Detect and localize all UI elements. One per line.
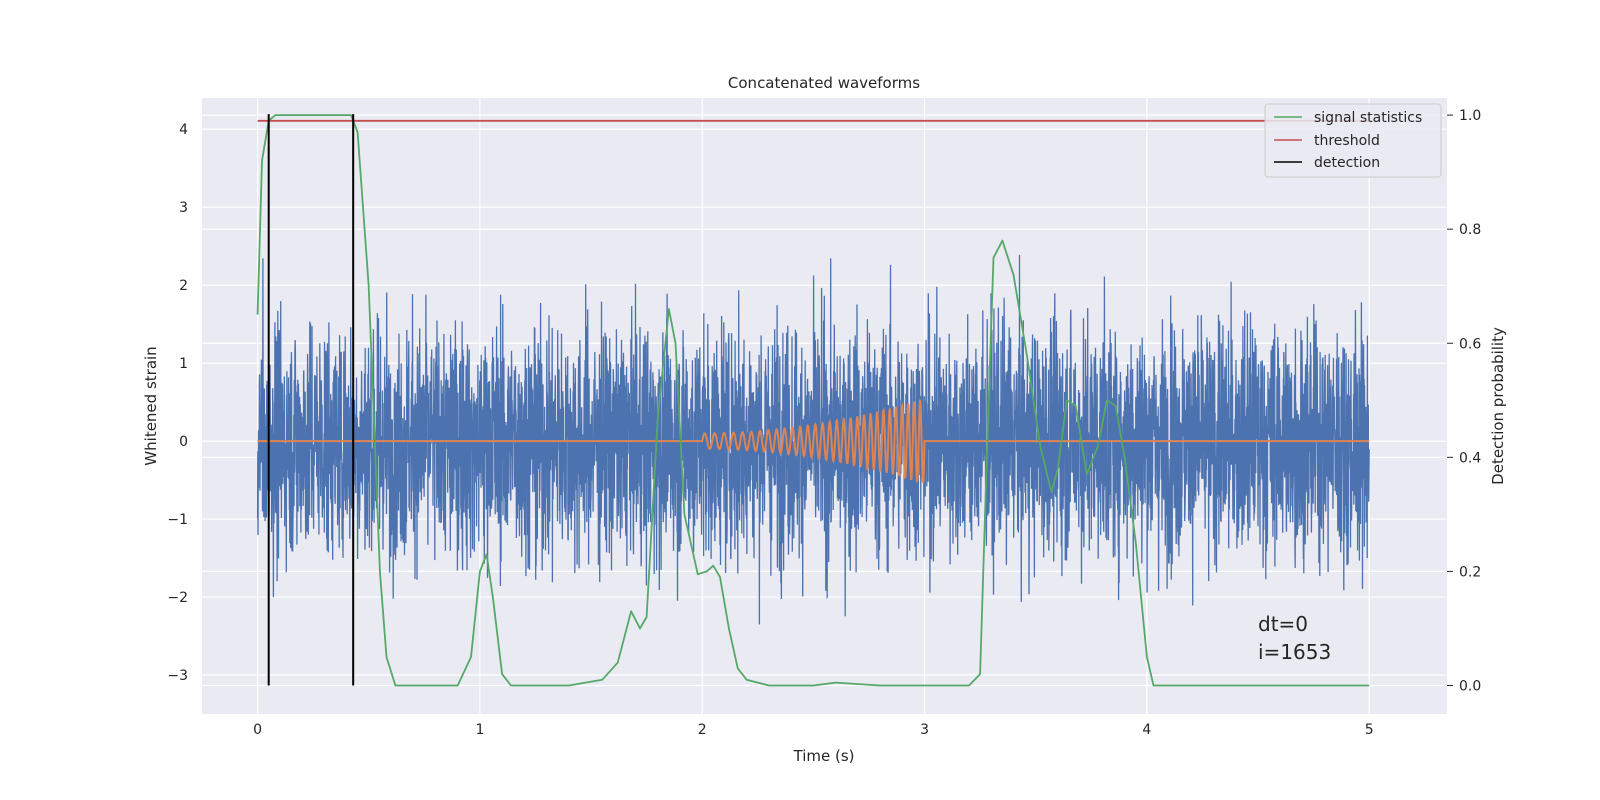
y-ticks: −3 −2 −1 0 1 2 3 4	[167, 122, 188, 684]
y-tick-label: 3	[179, 200, 188, 216]
y-tick-label: −2	[167, 590, 188, 606]
y2-tick-label: 1.0	[1459, 108, 1481, 124]
y-tick-label: −3	[167, 668, 188, 684]
x-tick-label: 1	[475, 722, 484, 738]
y2-tick-label: 0.8	[1459, 222, 1481, 238]
annotation-i: i=1653	[1258, 640, 1331, 664]
y-tick-label: 4	[179, 122, 188, 138]
y2-axis-label: Detection probability	[1489, 327, 1507, 485]
annotation-dt: dt=0	[1258, 612, 1308, 636]
legend-label-detection: detection	[1314, 155, 1380, 171]
y2-ticks: 0.0 0.2 0.4 0.6 0.8 1.0	[1447, 108, 1481, 694]
legend-box	[1264, 103, 1442, 178]
y2-tick-label: 0.2	[1459, 564, 1481, 580]
y-tick-label: 2	[179, 278, 188, 294]
legend-label-threshold: threshold	[1314, 133, 1380, 149]
x-tick-label: 2	[698, 722, 707, 738]
x-tick-label: 4	[1142, 722, 1151, 738]
signal-statistics-series	[256, 114, 1370, 687]
y2-tick-label: 0.4	[1459, 450, 1481, 466]
x-tick-label: 3	[920, 722, 929, 738]
y-tick-label: −1	[167, 512, 188, 528]
injected-signal-series	[257, 399, 1370, 484]
y2-tick-label: 0.0	[1459, 678, 1481, 694]
legend-label-signal: signal statistics	[1314, 110, 1422, 126]
chart-title: Concatenated waveforms	[728, 74, 920, 92]
y-tick-label: 0	[179, 434, 188, 450]
x-tick-label: 5	[1365, 722, 1374, 738]
plot-layer	[256, 114, 1370, 687]
strain-series	[256, 254, 1370, 625]
legend: signal statistics threshold detection	[1264, 103, 1442, 178]
x-ticks: 0 1 2 3 4 5	[253, 722, 1374, 738]
y2-tick-label: 0.6	[1459, 336, 1481, 352]
x-tick-label: 0	[253, 722, 262, 738]
x-axis-label: Time (s)	[793, 747, 855, 765]
y-axis-label: Whitened strain	[142, 346, 160, 465]
y-tick-label: 1	[179, 356, 188, 372]
